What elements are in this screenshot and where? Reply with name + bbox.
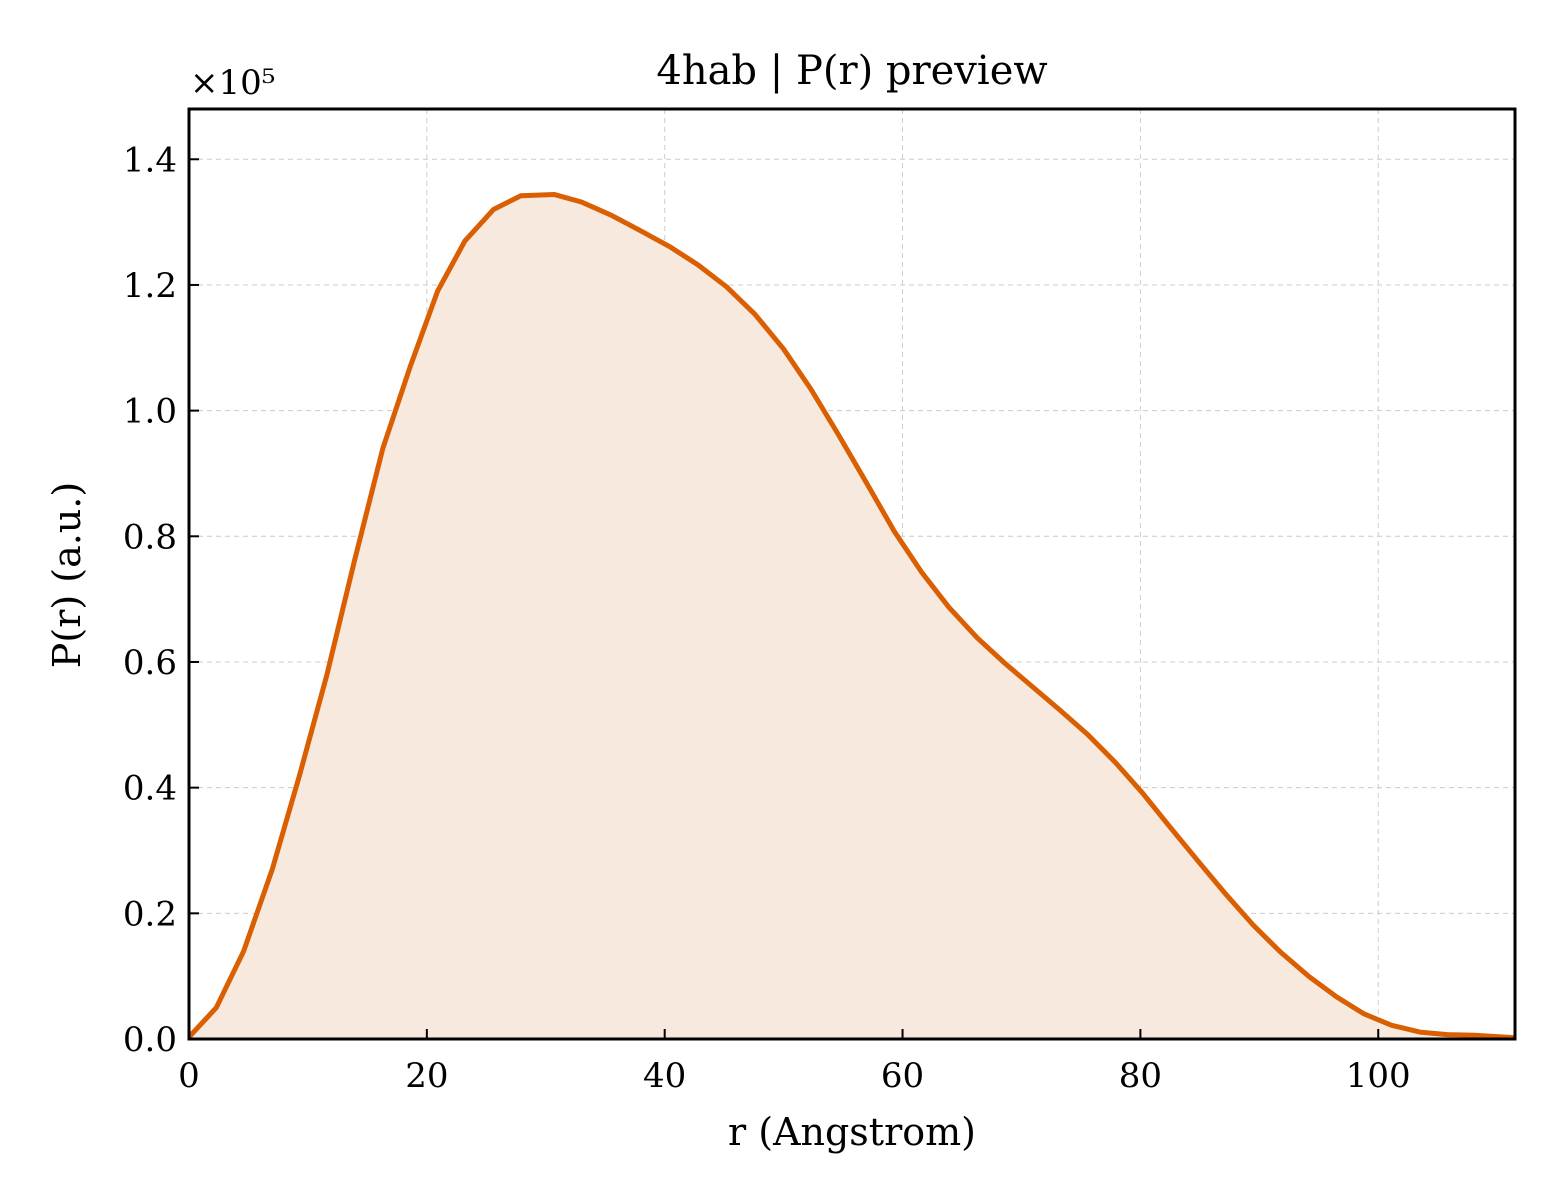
x-axis-label: r (Angstrom)	[728, 1110, 976, 1154]
y-tick-label: 0.0	[123, 1020, 177, 1060]
x-tick-label: 80	[1119, 1056, 1162, 1096]
x-tick-label: 60	[881, 1056, 924, 1096]
y-axis-label: P(r) (a.u.)	[45, 482, 89, 668]
x-tick-label: 20	[405, 1056, 448, 1096]
y-tick-label: 0.2	[123, 894, 177, 934]
chart-title: 4hab | P(r) preview	[656, 48, 1047, 94]
series-line	[187, 191, 1516, 1041]
x-tick-label: 0	[178, 1056, 200, 1096]
y-tick-label: 0.4	[123, 769, 177, 809]
y-tick-label: 1.2	[123, 266, 177, 306]
y-tick-label: 0.6	[123, 643, 177, 683]
y-tick-label: 1.4	[123, 140, 177, 180]
x-tick-label: 40	[643, 1056, 686, 1096]
y-multiplier-label: ×10⁵	[190, 63, 275, 103]
x-tick-label: 100	[1346, 1056, 1411, 1096]
series-area-fill	[189, 194, 1515, 1039]
y-tick-label: 0.8	[123, 517, 177, 557]
y-tick-label: 1.0	[123, 392, 177, 432]
axis-ticks: 0 20 40 60 80 100 0.0 0.2 0.4 0.6 0.8 1.0 1.2 1.4	[123, 140, 1411, 1096]
plot-frame	[187, 107, 1517, 1041]
